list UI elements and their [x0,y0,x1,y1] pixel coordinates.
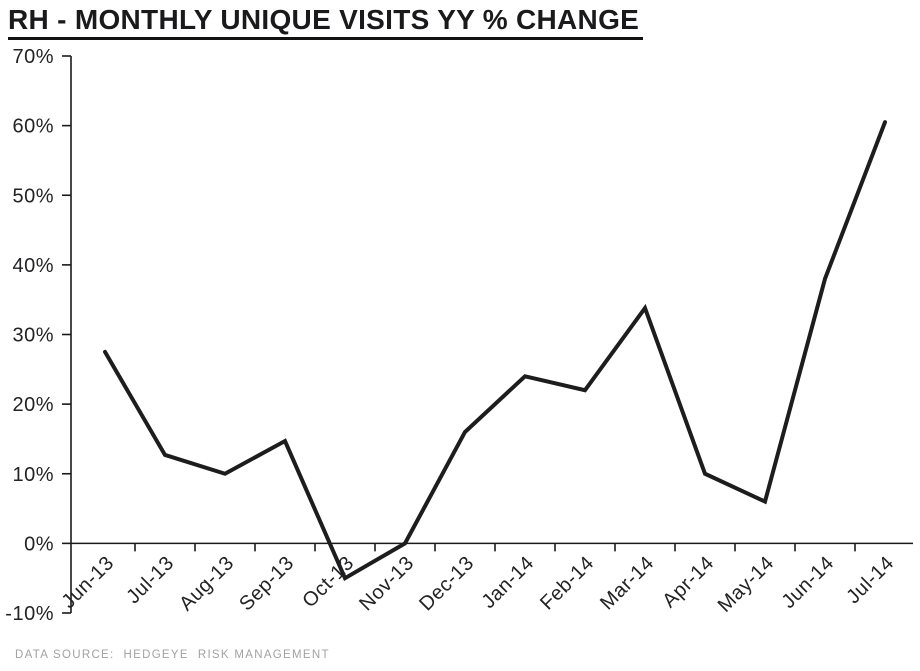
y-axis-tick-label: 10% [12,464,54,486]
x-axis-label: Jun-13 [58,552,119,613]
x-axis-label: Aug-13 [175,552,238,615]
series-line [103,120,887,582]
y-axis-tick-label: 50% [12,185,54,207]
x-axis-label: Feb-14 [536,552,598,614]
data-source-note: DATA SOURCE: HEDGEYE RISK MANAGEMENT [15,649,330,661]
x-axis-label: Jul-13 [122,552,178,608]
x-axis-label: Dec-13 [415,552,478,615]
x-axis-label: Jul-14 [842,552,898,608]
y-axis-tick-label: 20% [12,394,54,416]
x-axis-label: Mar-14 [596,552,658,614]
chart-title: RH - MONTHLY UNIQUE VISITS YY % CHANGE [8,4,644,40]
y-axis-tick-label: 40% [12,255,54,277]
x-axis-label: May-14 [714,552,779,617]
y-axis-tick-label: 0% [24,533,54,555]
x-axis-label: Jun-14 [778,552,839,613]
y-axis-tick-label: 70% [12,46,54,68]
x-axis-label: Sep-13 [235,552,298,615]
y-axis-tick-label: 60% [12,116,54,138]
x-axis-label: Jan-14 [478,552,539,613]
x-axis-label: Oct-13 [298,552,358,612]
y-axis-tick-label: 30% [12,325,54,347]
x-axis-label: Apr-14 [658,552,718,612]
y-axis-tick-label: -10% [5,603,54,625]
x-axis-label: Nov-13 [355,552,418,615]
